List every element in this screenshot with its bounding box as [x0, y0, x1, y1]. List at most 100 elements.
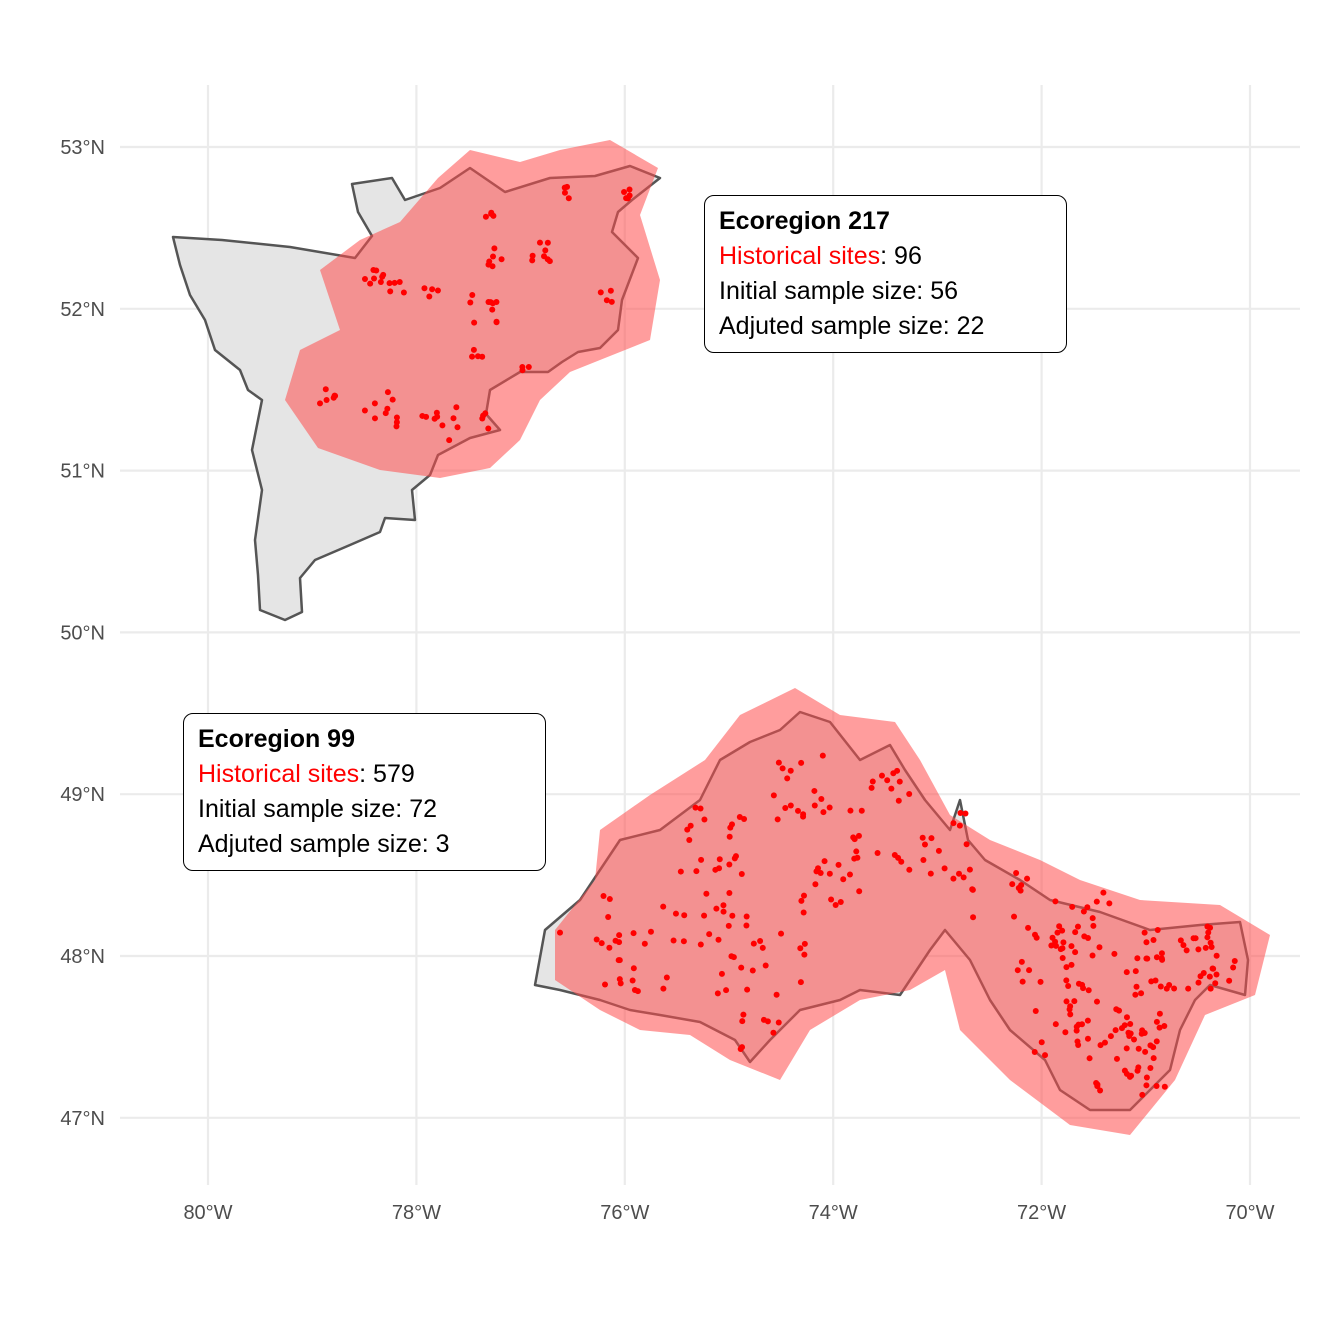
- site-point: [1230, 964, 1237, 971]
- initial-sample-size: Initial sample size: 72: [198, 795, 438, 823]
- site-point: [384, 389, 391, 396]
- site-point: [1183, 947, 1190, 954]
- site-point: [1068, 943, 1075, 950]
- site-point: [471, 319, 478, 326]
- site-point: [630, 930, 637, 937]
- site-point: [1141, 929, 1148, 936]
- site-point: [800, 813, 807, 820]
- site-point: [433, 409, 440, 416]
- site-point: [1011, 913, 1018, 920]
- site-point: [1132, 968, 1139, 975]
- site-point: [1052, 898, 1059, 905]
- annotation-title: Ecoregion 99: [198, 725, 355, 753]
- site-point: [493, 299, 500, 306]
- site-point: [826, 870, 833, 877]
- site-point: [431, 415, 438, 422]
- site-point: [878, 772, 885, 779]
- site-point: [890, 770, 897, 777]
- site-point: [1156, 1010, 1163, 1017]
- site-point: [380, 271, 387, 278]
- ecoregion-99-buffer: [555, 688, 1270, 1135]
- site-point: [1123, 1014, 1130, 1021]
- site-point: [919, 834, 926, 841]
- adjusted-sample-size: Adjuted sample size: 22: [719, 312, 985, 340]
- site-point: [1014, 967, 1021, 974]
- site-point: [386, 280, 393, 287]
- initial-sample-size: Initial sample size: 56: [719, 277, 959, 305]
- y-tick-label: 50°N: [60, 622, 105, 644]
- site-point: [1153, 1038, 1160, 1045]
- site-point: [1080, 908, 1087, 915]
- site-point: [1071, 998, 1078, 1005]
- site-point: [605, 913, 612, 920]
- site-point: [1085, 987, 1092, 994]
- site-point: [1143, 1074, 1150, 1081]
- x-tick-label: 72°W: [1017, 1202, 1066, 1224]
- site-point: [1085, 935, 1092, 942]
- site-point: [1019, 978, 1026, 985]
- site-point: [469, 353, 476, 360]
- site-point: [1159, 956, 1166, 963]
- site-point: [826, 804, 833, 811]
- site-point: [950, 820, 957, 827]
- site-point: [434, 287, 441, 294]
- site-point: [928, 835, 935, 842]
- site-point: [1143, 1082, 1150, 1089]
- site-point: [519, 364, 526, 371]
- site-point: [773, 991, 780, 998]
- y-tick-label: 52°N: [60, 299, 105, 321]
- site-point: [1101, 1039, 1108, 1046]
- site-point: [1086, 1055, 1093, 1062]
- site-point: [853, 848, 860, 855]
- site-point: [377, 279, 384, 286]
- site-point: [608, 298, 615, 305]
- site-point: [1084, 1035, 1091, 1042]
- site-point: [957, 809, 964, 816]
- site-point: [749, 967, 756, 974]
- site-point: [1090, 922, 1097, 929]
- site-point: [1148, 978, 1155, 985]
- site-point: [1025, 924, 1032, 931]
- site-point: [741, 816, 748, 823]
- site-point: [801, 951, 808, 958]
- adjusted-sample-size: Adjuted sample size: 3: [198, 830, 450, 858]
- site-point: [426, 293, 433, 300]
- site-point: [1147, 1065, 1154, 1072]
- site-point: [1195, 979, 1202, 986]
- site-point: [855, 832, 862, 839]
- y-tick-label: 49°N: [60, 784, 105, 806]
- site-point: [439, 422, 446, 429]
- site-point: [828, 896, 835, 903]
- site-point: [1038, 1039, 1045, 1046]
- site-point: [738, 964, 745, 971]
- site-point: [361, 407, 368, 414]
- site-point: [1207, 924, 1214, 931]
- site-point: [565, 195, 572, 202]
- site-point: [888, 785, 895, 792]
- historical-sites-label: Historical sites: [719, 242, 881, 270]
- site-point: [1072, 949, 1079, 956]
- site-point: [561, 184, 568, 191]
- site-point: [832, 901, 839, 908]
- site-point: [1106, 900, 1113, 907]
- site-point: [935, 847, 942, 854]
- site-point: [1166, 982, 1173, 989]
- site-point: [616, 939, 623, 946]
- site-point: [1139, 1027, 1146, 1034]
- site-point: [1018, 882, 1025, 889]
- site-point: [956, 822, 963, 829]
- site-point: [393, 423, 400, 430]
- site-point: [1056, 923, 1063, 930]
- site-point: [891, 851, 898, 858]
- site-point: [775, 1019, 782, 1026]
- site-point: [714, 990, 721, 997]
- site-point: [536, 239, 543, 246]
- site-point: [1157, 983, 1164, 990]
- site-point: [1080, 985, 1087, 992]
- site-point: [382, 410, 389, 417]
- site-point: [1096, 944, 1103, 951]
- site-point: [1153, 1082, 1160, 1089]
- site-point: [740, 1011, 747, 1018]
- historical-sites-value: : 579: [359, 760, 415, 788]
- site-point: [811, 802, 818, 809]
